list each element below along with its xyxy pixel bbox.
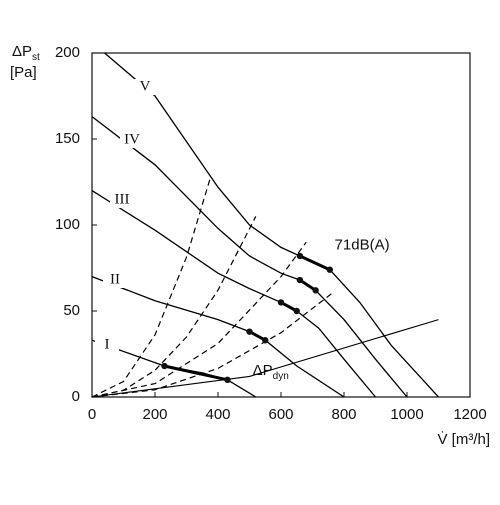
x-tick-label: 0	[88, 406, 96, 423]
series-label: III	[115, 191, 130, 207]
series-line	[91, 216, 257, 398]
point	[246, 328, 253, 335]
y-tick-label: 0	[72, 388, 80, 405]
x-tick-label: 1000	[390, 406, 423, 423]
x-tick-label: 1200	[453, 406, 486, 423]
series-line	[164, 254, 331, 382]
point	[312, 287, 319, 294]
plot-frame	[91, 52, 471, 398]
x-tick-label: 200	[142, 406, 167, 423]
label-bg	[95, 337, 119, 353]
x-axis-title: V̇ [m³/h]	[437, 431, 490, 448]
series-line	[91, 178, 211, 398]
annotation-text: ΔP	[253, 362, 273, 379]
series-line	[91, 241, 307, 398]
y-label: ΔP	[12, 43, 32, 60]
series-line	[91, 116, 408, 398]
label-bg	[103, 272, 127, 288]
y-tick-label: 150	[55, 130, 80, 147]
series-label: IV	[124, 131, 140, 147]
label-bg	[133, 79, 157, 95]
annotation: ΔPdyn	[253, 362, 289, 382]
point	[296, 252, 304, 260]
annotation: 71dB(A)	[335, 237, 390, 254]
point	[326, 266, 334, 273]
y-label-sub: st	[32, 52, 40, 63]
annotation-text: 71dB(A)	[335, 237, 390, 254]
y-tick-label: 100	[55, 216, 80, 233]
point	[296, 276, 304, 284]
series-label: II	[110, 271, 120, 287]
x-tick-label: 800	[331, 406, 356, 423]
series-line	[91, 293, 332, 398]
point	[262, 337, 269, 344]
x-tick-label: 400	[205, 406, 230, 423]
point	[277, 299, 285, 306]
y-unit: [Pa]	[10, 64, 37, 81]
annotation-sub: dyn	[273, 371, 289, 382]
series-line	[104, 52, 439, 398]
label-bg	[120, 132, 144, 148]
y-tick-label: 50	[63, 302, 80, 319]
series-label: I	[105, 336, 110, 352]
point	[161, 362, 168, 370]
y-tick-label: 200	[55, 44, 80, 61]
y-axis-title: ΔPst	[12, 43, 40, 63]
x-tick-label: 600	[268, 406, 293, 423]
point	[224, 376, 231, 383]
point	[293, 307, 300, 315]
label-bg	[110, 192, 134, 208]
series-line	[91, 319, 439, 398]
series-label: V	[140, 78, 151, 94]
